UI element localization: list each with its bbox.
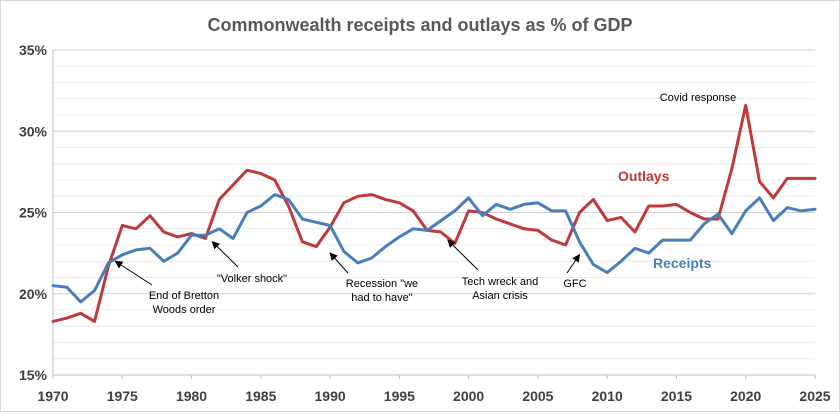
annotation-arrow: [114, 260, 153, 286]
annotation-arrow: [566, 253, 581, 274]
x-tick-label: 2020: [730, 388, 761, 404]
grid: [53, 49, 815, 376]
y-tick-label: 25%: [19, 205, 48, 221]
x-tick-label: 2010: [592, 388, 623, 404]
y-tick-label: 15%: [19, 367, 48, 383]
annotation-recession: Recession "we had to have": [329, 252, 418, 304]
annotation-covid: Covid response: [660, 92, 736, 104]
annotation-text: Asian crisis: [472, 290, 528, 302]
series: [51, 103, 817, 323]
series-line-outlays: [51, 103, 817, 323]
y-tick-label: 20%: [19, 286, 48, 302]
x-tick-label: 2005: [522, 388, 553, 404]
annotation-gfc: GFC: [563, 253, 587, 290]
annotation-text: End of Bretton: [149, 290, 219, 302]
x-tick-label: 1970: [37, 388, 68, 404]
annotation-text: GFC: [563, 278, 586, 290]
x-tick-label: 2025: [799, 388, 830, 404]
annotation-text: Recession "we: [346, 278, 418, 290]
annotation-text: Woods order: [153, 304, 216, 316]
annotation-arrow: [329, 252, 349, 274]
annotation-text: Tech wreck and: [462, 276, 538, 288]
y-tick-label: 35%: [19, 42, 48, 58]
x-tick-label: 1985: [245, 388, 276, 404]
annotation-text: had to have": [351, 292, 412, 304]
annotation-volker: "Volker shock": [211, 241, 287, 285]
annotation-text: Covid response: [660, 92, 736, 104]
annotation-bretton: End of Bretton Woods order: [114, 260, 219, 316]
series-label-outlays: Outlays: [618, 168, 670, 184]
y-tick-label: 30%: [19, 123, 48, 139]
x-tick-label: 1980: [176, 388, 207, 404]
x-tick-label: 1995: [384, 388, 415, 404]
x-tick-label: 2000: [453, 388, 484, 404]
x-tick-label: 1975: [107, 388, 138, 404]
x-tick-label: 2015: [661, 388, 692, 404]
series-label-receipts: Receipts: [653, 255, 712, 271]
chart-title: Commonwealth receipts and outlays as % o…: [207, 15, 632, 35]
x-tick-label: 1990: [315, 388, 346, 404]
annotation-arrow: [447, 239, 479, 271]
annotation-arrow: [211, 241, 239, 268]
annotation-text: "Volker shock": [217, 273, 287, 285]
series-line-receipts: [51, 193, 817, 304]
annotation-techwreck: Tech wreck and Asian crisis: [447, 239, 538, 302]
annotations: End of Bretton Woods order "Volker shock" R…: [114, 92, 736, 316]
